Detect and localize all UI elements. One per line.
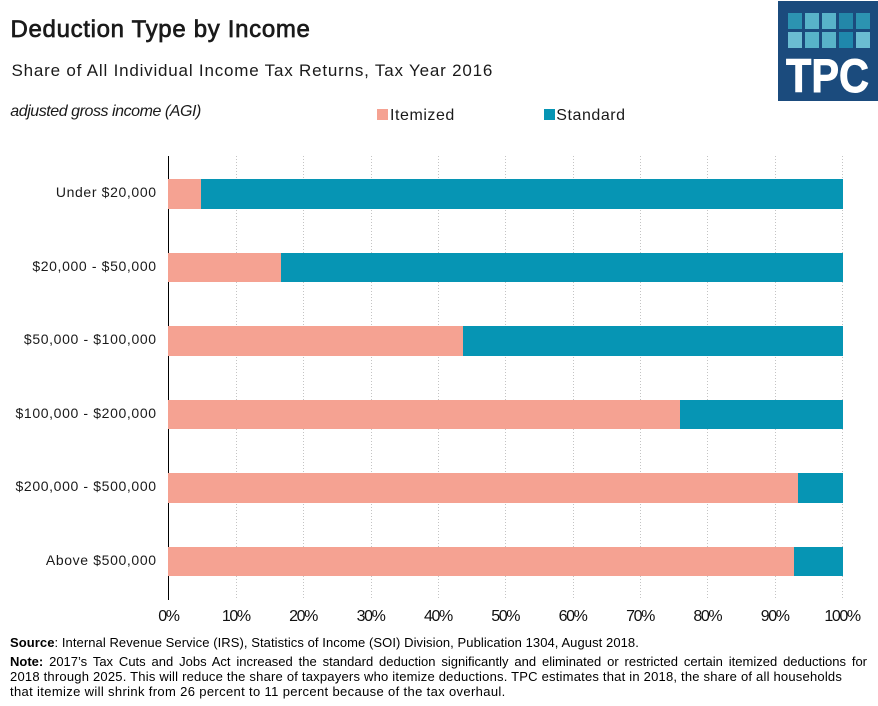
svg-text:TPC: TPC bbox=[786, 49, 869, 101]
